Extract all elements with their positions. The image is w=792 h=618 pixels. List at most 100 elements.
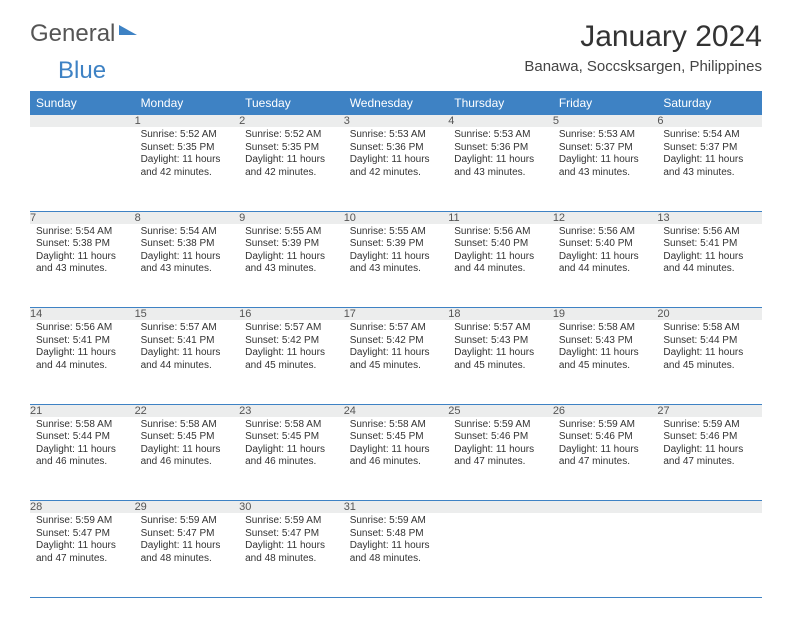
- day-cell-content: Sunrise: 5:59 AMSunset: 5:47 PMDaylight:…: [239, 513, 344, 569]
- day-cell: Sunrise: 5:56 AMSunset: 5:41 PMDaylight:…: [30, 320, 135, 404]
- day-cell-content: Sunrise: 5:59 AMSunset: 5:46 PMDaylight:…: [448, 417, 553, 473]
- day-content-row: Sunrise: 5:54 AMSunset: 5:38 PMDaylight:…: [30, 224, 762, 308]
- day-cell-content: Sunrise: 5:58 AMSunset: 5:44 PMDaylight:…: [30, 417, 135, 473]
- sunset-text: Sunset: 5:35 PM: [245, 142, 338, 155]
- sunset-text: Sunset: 5:38 PM: [36, 238, 129, 251]
- day-cell: Sunrise: 5:54 AMSunset: 5:37 PMDaylight:…: [657, 127, 762, 211]
- daylight-text: Daylight: 11 hours and 43 minutes.: [454, 154, 547, 179]
- sunset-text: Sunset: 5:46 PM: [559, 431, 652, 444]
- day-number: 31: [344, 501, 449, 514]
- day-number: 12: [553, 211, 658, 224]
- sunset-text: Sunset: 5:45 PM: [350, 431, 443, 444]
- day-cell: Sunrise: 5:59 AMSunset: 5:46 PMDaylight:…: [657, 417, 762, 501]
- empty-cell: [657, 501, 762, 514]
- sunrise-text: Sunrise: 5:58 AM: [559, 322, 652, 335]
- day-number: 28: [30, 501, 135, 514]
- sunset-text: Sunset: 5:40 PM: [559, 238, 652, 251]
- day-cell-content: Sunrise: 5:55 AMSunset: 5:39 PMDaylight:…: [239, 224, 344, 280]
- day-number: 29: [135, 501, 240, 514]
- day-cell-content: Sunrise: 5:58 AMSunset: 5:45 PMDaylight:…: [344, 417, 449, 473]
- day-cell: Sunrise: 5:55 AMSunset: 5:39 PMDaylight:…: [344, 224, 449, 308]
- day-cell-content: Sunrise: 5:59 AMSunset: 5:47 PMDaylight:…: [30, 513, 135, 569]
- day-content-row: Sunrise: 5:52 AMSunset: 5:35 PM Daylight:…: [30, 127, 762, 211]
- day-cell-content: Sunrise: 5:57 AMSunset: 5:41 PMDaylight:…: [135, 320, 240, 376]
- daylight-text: Daylight: 11 hours and 48 minutes.: [350, 540, 443, 565]
- sunrise-text: Sunrise: 5:54 AM: [141, 226, 234, 239]
- daylight-text: Daylight: 11 hours and 44 minutes.: [559, 251, 652, 276]
- day-cell-content: Sunrise: 5:57 AMSunset: 5:42 PMDaylight:…: [344, 320, 449, 376]
- day-number: 1: [135, 115, 240, 127]
- logo-text-general: General: [30, 20, 115, 48]
- daylight-text: Daylight: 11 hours and 43 minutes.: [36, 251, 129, 276]
- daynum-row: 14151617181920: [30, 308, 762, 321]
- daylight-text: Daylight: 11 hours and 45 minutes.: [350, 347, 443, 372]
- empty-cell: [553, 501, 658, 514]
- sunset-text: Sunset: 5:37 PM: [663, 142, 756, 155]
- day-number: 5: [553, 115, 658, 127]
- sunrise-text: Sunrise: 5:54 AM: [36, 226, 129, 239]
- sunset-text: Sunset: 5:39 PM: [245, 238, 338, 251]
- sunrise-text: Sunrise: 5:59 AM: [454, 419, 547, 432]
- day-cell: Sunrise: 5:58 AMSunset: 5:45 PMDaylight:…: [135, 417, 240, 501]
- sunset-text: Sunset: 5:41 PM: [36, 335, 129, 348]
- daylight-text: Daylight: 11 hours and 43 minutes.: [245, 251, 338, 276]
- daylight-text: Daylight: 11 hours and 47 minutes.: [663, 444, 756, 469]
- day-number: 26: [553, 404, 658, 417]
- sunrise-text: Sunrise: 5:57 AM: [350, 322, 443, 335]
- day-number: 3: [344, 115, 449, 127]
- weekday-header: Monday: [135, 91, 240, 115]
- day-number: 30: [239, 501, 344, 514]
- sunset-text: Sunset: 5:40 PM: [454, 238, 547, 251]
- daylight-text: Daylight: 11 hours and 42 minutes.: [141, 154, 234, 179]
- day-cell: Sunrise: 5:53 AMSunset: 5:36 PMDaylight:…: [448, 127, 553, 211]
- day-cell-content: Sunrise: 5:54 AMSunset: 5:38 PMDaylight:…: [30, 224, 135, 280]
- sunrise-text: Sunrise: 5:57 AM: [141, 322, 234, 335]
- weekday-header: Wednesday: [344, 91, 449, 115]
- weekday-header: Friday: [553, 91, 658, 115]
- day-content-row: Sunrise: 5:58 AMSunset: 5:44 PMDaylight:…: [30, 417, 762, 501]
- day-cell: Sunrise: 5:52 AMSunset: 5:35 PMDaylight:…: [135, 127, 240, 211]
- day-cell: Sunrise: 5:56 AMSunset: 5:41 PMDaylight:…: [657, 224, 762, 308]
- day-number: 18: [448, 308, 553, 321]
- weekday-header: Thursday: [448, 91, 553, 115]
- sunset-text: Sunset: 5:36 PM: [454, 142, 547, 155]
- day-cell: Sunrise: 5:54 AMSunset: 5:38 PMDaylight:…: [30, 224, 135, 308]
- day-number: 23: [239, 404, 344, 417]
- sunrise-text: Sunrise: 5:59 AM: [36, 515, 129, 528]
- empty-cell: [553, 513, 658, 597]
- day-number: 6: [657, 115, 762, 127]
- sunset-text: Sunset: 5:41 PM: [663, 238, 756, 251]
- sunrise-text: Sunrise: 5:59 AM: [663, 419, 756, 432]
- sunset-text: Sunset: 5:43 PM: [454, 335, 547, 348]
- day-cell: Sunrise: 5:53 AMSunset: 5:36 PMDaylight:…: [344, 127, 449, 211]
- daynum-row: 123456: [30, 115, 762, 127]
- empty-cell: [657, 513, 762, 597]
- day-cell: Sunrise: 5:53 AMSunset: 5:37 PMDaylight:…: [553, 127, 658, 211]
- calendar-body: 123456 Sunrise: 5:52 AMSunset: 5:35 PM Day…: [30, 115, 762, 597]
- day-content-row: Sunrise: 5:59 AMSunset: 5:47 PMDaylight:…: [30, 513, 762, 597]
- day-cell: Sunrise: 5:59 AMSunset: 5:47 PMDaylight:…: [239, 513, 344, 597]
- sunrise-text: Sunrise: 5:58 AM: [663, 322, 756, 335]
- day-cell-content: Sunrise: 5:58 AMSunset: 5:44 PMDaylight:…: [657, 320, 762, 376]
- day-cell-content: Sunrise: 5:54 AMSunset: 5:37 PMDaylight:…: [657, 127, 762, 183]
- daylight-text: Daylight: 11 hours and 44 minutes.: [454, 251, 547, 276]
- sunset-text: Sunset: 5:45 PM: [141, 431, 234, 444]
- daynum-row: 78910111213: [30, 211, 762, 224]
- daylight-text: Daylight: 11 hours and 44 minutes.: [141, 347, 234, 372]
- sunset-text: Sunset: 5:36 PM: [350, 142, 443, 155]
- sunset-text: Sunset: 5:41 PM: [141, 335, 234, 348]
- sunset-text: Sunset: 5:47 PM: [245, 528, 338, 541]
- daylight-text: Daylight: 11 hours and 42 minutes.: [350, 154, 443, 179]
- daylight-text: Daylight: 11 hours and 48 minutes.: [245, 540, 338, 565]
- day-cell: Sunrise: 5:57 AMSunset: 5:42 PMDaylight:…: [239, 320, 344, 404]
- day-cell: Sunrise: 5:52 AMSunset: 5:35 PMDaylight:…: [239, 127, 344, 211]
- sunset-text: Sunset: 5:46 PM: [663, 431, 756, 444]
- day-cell: Sunrise: 5:58 AMSunset: 5:45 PMDaylight:…: [239, 417, 344, 501]
- calendar-head: SundayMondayTuesdayWednesdayThursdayFrid…: [30, 91, 762, 115]
- sunrise-text: Sunrise: 5:52 AM: [245, 129, 338, 142]
- location: Banawa, Soccsksargen, Philippines: [524, 58, 762, 75]
- empty-cell: [30, 115, 135, 127]
- day-number: 2: [239, 115, 344, 127]
- sunset-text: Sunset: 5:39 PM: [350, 238, 443, 251]
- daylight-text: Daylight: 11 hours and 43 minutes.: [350, 251, 443, 276]
